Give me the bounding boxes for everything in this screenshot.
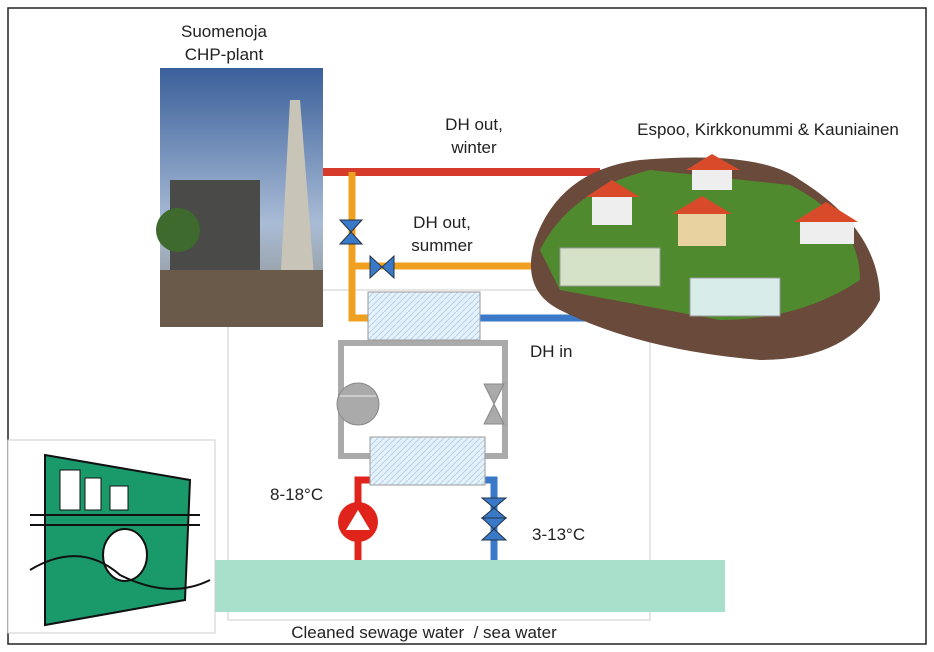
valve [338, 219, 508, 541]
pipe-label: DH out, [413, 213, 471, 232]
heat-exchanger [369, 436, 486, 486]
plant-photo [156, 68, 323, 327]
consumers-label: Espoo, Kirkkonummi & Kauniainen [637, 120, 899, 139]
pipe-label: DH in [530, 342, 573, 361]
plant-type: CHP-plant [185, 45, 264, 64]
temperature-label: 3-13°C [532, 525, 585, 544]
pipe-label: DH out, [445, 115, 503, 134]
expansion-valve [483, 383, 505, 425]
city-icon [7, 439, 216, 634]
source-label: Cleaned sewage water / sea water [291, 623, 557, 642]
pipe-label: summer [411, 236, 473, 255]
water [180, 560, 725, 612]
inner-box [227, 289, 651, 621]
compressor [336, 382, 380, 426]
pipe-label: winter [450, 138, 497, 157]
pump [346, 510, 370, 530]
plant-name: Suomenoja [181, 22, 268, 41]
houses [530, 154, 880, 360]
temperature-label: 8-18°C [270, 485, 323, 504]
heat-exchanger [367, 291, 481, 341]
